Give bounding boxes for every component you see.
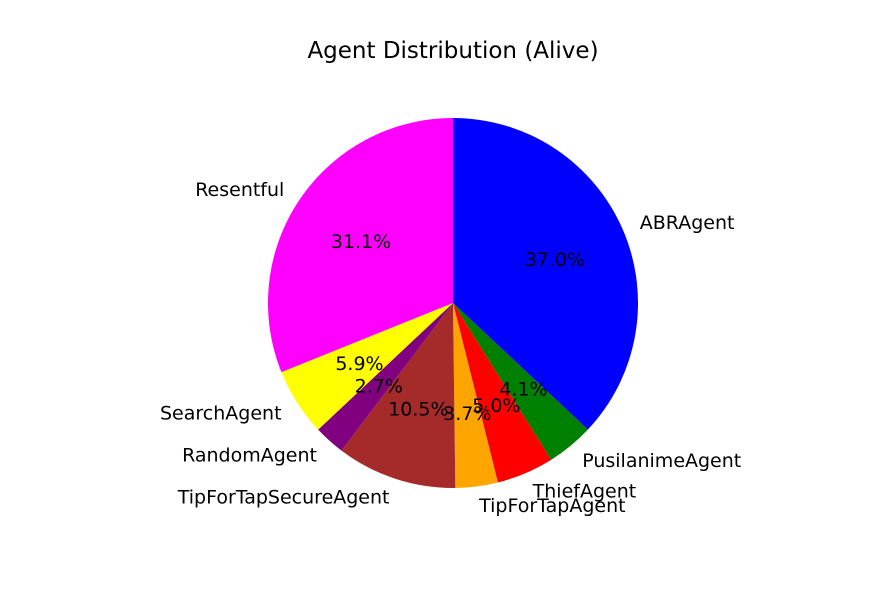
slice-percent-tipfortapsecureagent: 10.5% — [388, 398, 448, 420]
pie-slice-abragent — [453, 118, 638, 430]
slice-percent-resentful: 31.1% — [331, 231, 391, 253]
slice-label-thiefagent: ThiefAgent — [532, 480, 637, 502]
pie-slice-tipfortapagent — [453, 303, 498, 488]
slice-label-tipfortapsecureagent: TipForTapSecureAgent — [177, 486, 390, 508]
slice-percent-pusilanimeagent: 4.1% — [499, 379, 547, 401]
slice-label-searchagent: SearchAgent — [160, 403, 282, 425]
pie-slice-randomagent — [318, 303, 453, 451]
slice-label-abragent: ABRAgent — [640, 212, 735, 234]
slice-percent-searchagent: 5.9% — [335, 353, 383, 375]
slice-label-tipfortapagent: TipForTapAgent — [478, 495, 625, 517]
pie-slice-pusilanimeagent — [453, 303, 588, 460]
slice-percent-thiefagent: 5.0% — [472, 395, 520, 417]
pie-slice-thiefagent — [453, 303, 552, 483]
pie-slices — [267, 118, 638, 488]
slice-percent-abragent: 37.0% — [525, 249, 585, 271]
slice-percent-labels: 37.0% 4.1%5.0%3.7%10.5%2.7%5.9% 31.1% — [331, 231, 585, 425]
slice-label-pusilanimeagent: PusilanimeAgent — [582, 450, 741, 472]
slice-labels: ABRAgentPusilanimeAgentThiefAgentTipForT… — [160, 179, 741, 517]
pie-slice-resentful — [267, 118, 453, 373]
slice-label-randomagent: RandomAgent — [182, 444, 317, 466]
pie-slice-tipfortapsecureagent — [341, 303, 456, 488]
slice-label-resentful: Resentful — [195, 179, 284, 201]
slice-percent-tipfortapagent: 3.7% — [443, 403, 491, 425]
chart-title: Agent Distribution (Alive) — [307, 38, 598, 64]
slice-percent-randomagent: 2.7% — [355, 376, 403, 398]
pie-slice-searchagent — [281, 303, 453, 430]
